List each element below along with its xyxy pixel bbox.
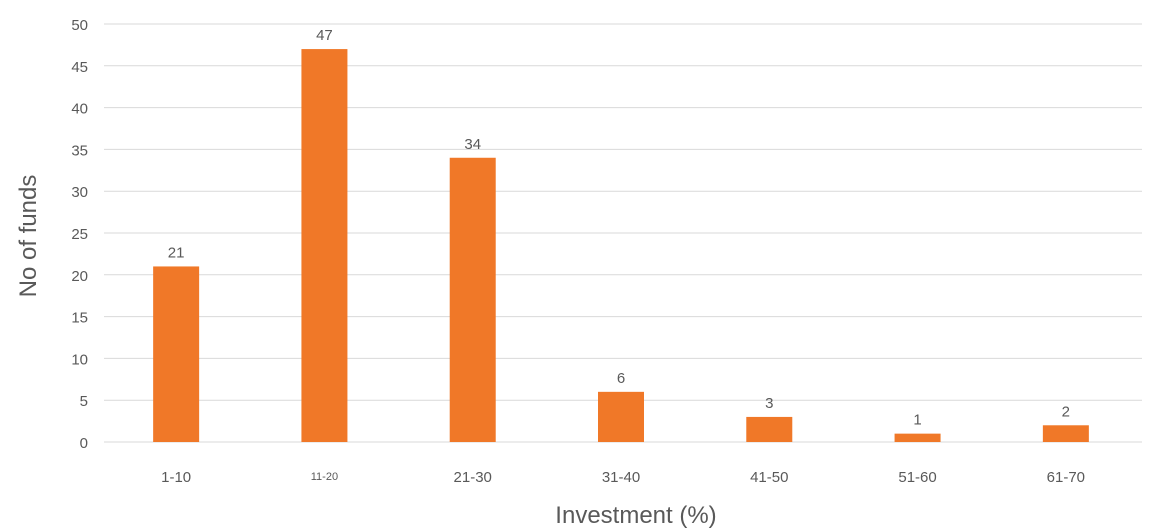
- x-tick-label: 1-10: [161, 469, 191, 486]
- bar: [1042, 425, 1089, 442]
- y-tick-label: 25: [71, 226, 88, 243]
- data-label: 47: [316, 27, 333, 44]
- x-tick-label: 51-60: [898, 469, 936, 486]
- y-tick-label: 5: [80, 393, 88, 410]
- bar: [153, 266, 200, 442]
- y-tick-label: 40: [71, 101, 88, 118]
- data-label: 6: [617, 370, 625, 387]
- data-label: 3: [765, 395, 773, 412]
- y-tick-label: 30: [71, 184, 88, 201]
- data-label: 34: [464, 136, 481, 153]
- x-tick-label: 41-50: [750, 469, 788, 486]
- x-tick-label: 21-30: [454, 469, 492, 486]
- bar: [301, 49, 348, 442]
- data-label: 21: [168, 244, 185, 261]
- y-tick-label: 15: [71, 310, 88, 327]
- y-tick-label: 45: [71, 59, 88, 76]
- x-axis-title: Investment (%): [555, 502, 716, 529]
- gridlines: [104, 23, 1142, 443]
- x-axis-ticks: 1-10 11-20 21-30 31-40 41-50 51-60 61-70: [161, 469, 1085, 486]
- x-tick-label: 31-40: [602, 469, 640, 486]
- data-label: 2: [1062, 403, 1070, 420]
- y-tick-label: 35: [71, 142, 88, 159]
- x-tick-label: 61-70: [1047, 469, 1085, 486]
- bar: [598, 391, 644, 442]
- y-tick-label: 0: [80, 435, 88, 452]
- bar: [449, 157, 496, 442]
- bars: 21 47 34 6 3 1 2: [153, 27, 1089, 442]
- bar: [894, 433, 941, 442]
- y-tick-label: 20: [71, 268, 88, 285]
- data-label: 1: [913, 412, 921, 429]
- y-tick-label: 50: [71, 17, 88, 34]
- y-tick-label: 10: [71, 351, 88, 368]
- x-tick-label: 11-20: [311, 471, 338, 483]
- y-axis-title: No of funds: [15, 175, 42, 298]
- bar: [746, 416, 793, 442]
- y-axis-ticks: 0 5 10 15 20 25 30 35 40 45 50: [71, 17, 88, 452]
